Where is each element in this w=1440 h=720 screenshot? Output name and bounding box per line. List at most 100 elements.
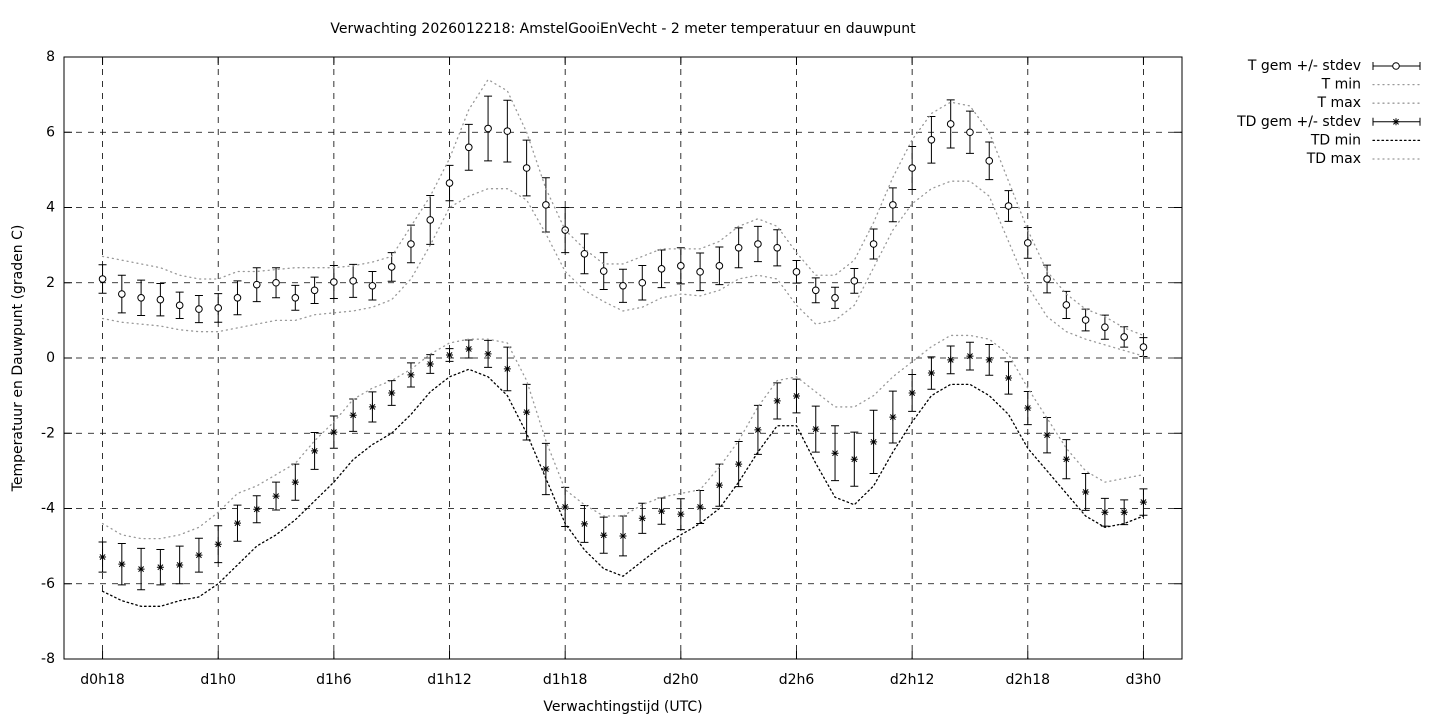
point [619,532,627,540]
point [966,352,974,360]
point [754,426,762,434]
point [1005,374,1013,382]
point [484,350,492,358]
point [715,262,724,270]
point [908,164,916,172]
y-tick-label: -8 [41,651,55,667]
point [792,268,801,276]
point [1101,508,1109,516]
point [657,265,666,273]
x-tick-label: d3h0 [1126,672,1162,688]
point [966,128,974,137]
point [542,201,550,209]
point [599,267,608,275]
point [175,301,184,310]
point [387,263,396,271]
point [1101,323,1109,331]
point [696,268,704,276]
point [522,164,531,172]
point [426,360,434,368]
y-tick-label: 6 [46,124,55,140]
y-tick-label: 4 [46,200,55,216]
point [233,519,241,527]
point [291,294,300,302]
point [503,127,512,135]
point [503,365,511,373]
point [1082,488,1090,496]
point [908,389,916,397]
point [773,243,782,252]
point [889,413,897,421]
legend-label: TD gem +/- stdev [1236,114,1361,130]
point [1120,333,1128,341]
point [311,447,319,455]
point [812,425,820,433]
point [272,492,280,500]
point [253,505,261,513]
point [1062,455,1070,463]
point [985,356,993,364]
point [1139,498,1147,506]
point [831,294,839,302]
point [272,278,280,287]
point [542,465,550,473]
point [735,460,743,468]
point [1043,275,1051,283]
point [214,304,223,312]
x-tick-label: d1h6 [316,672,352,688]
x-tick-label: d2h12 [890,672,934,688]
legend-label: TD max [1306,151,1361,167]
point [464,143,473,152]
point [349,411,357,419]
point [118,290,126,298]
point [407,240,415,248]
line [101,368,1145,607]
point [330,428,338,436]
point [889,201,897,209]
point [523,408,531,416]
chart-title: Verwachting 2026012218: AmstelGooiEnVech… [330,21,916,37]
x-tick-label: d2h0 [663,672,699,688]
point [869,240,878,248]
y-tick-label: 8 [46,49,55,65]
x-tick-label: d2h6 [779,672,815,688]
point [368,281,377,290]
x-axis-label: Verwachtingstijd (UTC) [543,699,702,715]
point [927,135,936,144]
point [99,553,107,561]
point [137,565,145,573]
point [580,249,589,258]
point [176,561,184,569]
point [561,503,569,511]
point [252,280,261,289]
point [600,531,608,539]
point [446,351,454,359]
point [734,243,743,252]
y-tick-label: -4 [41,501,55,517]
line [101,334,1145,540]
x-tick-label: d1h0 [200,672,236,688]
point [156,295,165,304]
point [985,157,994,165]
point [465,345,473,353]
x-tick-label: d2h18 [1006,672,1050,688]
legend-marker [1392,118,1400,126]
point [658,507,666,515]
line [101,180,1145,357]
y-tick-label: -2 [41,425,55,441]
x-tick-label: d1h12 [427,672,471,688]
legend-label: TD min [1310,132,1361,148]
point [291,478,299,486]
point [1120,508,1128,516]
legend-label: T max [1316,95,1361,111]
point [619,281,627,290]
point [310,286,319,295]
point [1139,343,1148,351]
point [426,216,435,224]
point [715,481,723,489]
point [831,449,839,457]
point [349,277,357,285]
point [137,294,145,302]
legend-label: T gem +/- stdev [1247,58,1361,74]
